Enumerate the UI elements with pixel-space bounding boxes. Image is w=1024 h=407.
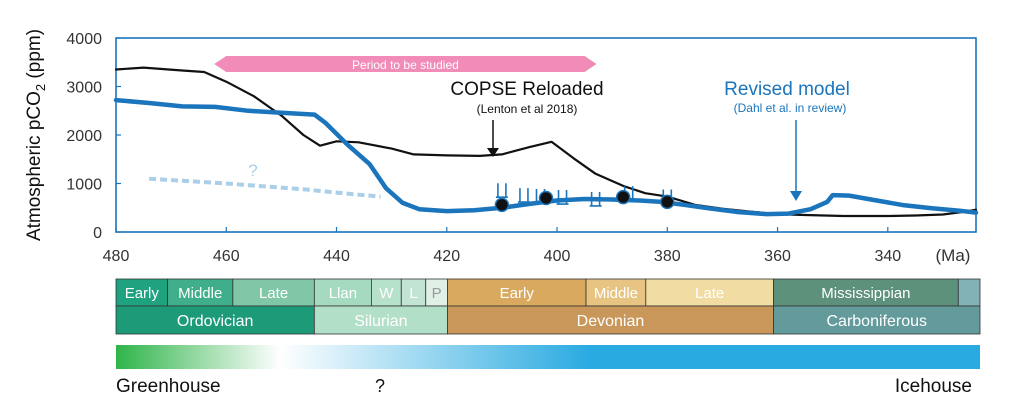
copse-reloaded-line — [114, 66, 978, 218]
period-label: Carboniferous — [827, 313, 928, 330]
epoch-cell — [313, 278, 372, 307]
period-cell — [313, 305, 448, 335]
x-tick-label: 340 — [874, 248, 901, 265]
epoch-label: L — [409, 285, 417, 302]
data-point — [660, 194, 675, 210]
period-label: Ordovician — [177, 313, 253, 330]
epoch-label: P — [432, 285, 442, 302]
y-tick-label: 0 — [93, 225, 102, 242]
epoch-cell — [585, 278, 647, 307]
period-cell — [115, 305, 315, 335]
plot-question-mark: ? — [248, 161, 257, 180]
icehouse-label: Icehouse — [895, 376, 972, 397]
epoch-cell — [957, 278, 981, 307]
data-markers-layer — [494, 183, 675, 213]
x-axis-unit-label: (Ma) — [936, 246, 971, 265]
greenhouse-label: Greenhouse — [116, 376, 221, 397]
y-tick-label: 4000 — [66, 31, 102, 48]
y-tick-label: 3000 — [66, 80, 102, 97]
y-axis-label: Atmospheric pCO2 (ppm) — [24, 29, 48, 241]
data-point — [615, 189, 631, 205]
error-marker — [495, 183, 508, 199]
epoch-cell — [167, 278, 234, 307]
series-layer — [113, 66, 979, 218]
epoch-label: Early — [125, 285, 160, 302]
y-axis-ticks: 0 1000 2000 3000 4000 — [66, 31, 121, 242]
period-to-be-studied-arrow — [214, 56, 597, 72]
climate-gradient-bar — [116, 345, 980, 369]
error-marker — [556, 190, 569, 205]
revised-model-title-label: Revised model — [724, 79, 850, 100]
period-label: Devonian — [577, 313, 645, 330]
epoch-label: Llan — [329, 285, 357, 302]
copse-title-label: COPSE Reloaded — [450, 79, 603, 100]
revised-model-line — [113, 97, 979, 217]
x-axis-ticks: 480 460 440 420 400 380 360 340 — [103, 227, 901, 265]
epoch-cell — [645, 278, 774, 307]
copse-pointer-arrowhead — [487, 148, 499, 157]
epoch-cell — [232, 278, 315, 307]
x-tick-label: 460 — [213, 248, 240, 265]
x-tick-label: 440 — [323, 248, 350, 265]
y-tick-label: 2000 — [66, 128, 102, 145]
epoch-label: Late — [259, 285, 288, 302]
data-point — [538, 190, 554, 206]
period-cell — [773, 305, 981, 335]
x-tick-label: 400 — [544, 248, 571, 265]
epoch-cell — [115, 278, 169, 307]
data-point — [494, 197, 510, 213]
period-label: Silurian — [354, 313, 407, 330]
copse-reference-label: (Lenton et al 2018) — [477, 102, 578, 116]
period-cell — [447, 305, 774, 335]
epoch-label: Early — [500, 285, 535, 302]
revised-pointer-arrowhead — [790, 191, 802, 201]
x-tick-label: 480 — [103, 248, 130, 265]
error-marker — [589, 191, 602, 207]
x-tick-label: 360 — [764, 248, 791, 265]
revised-model-reference-label: (Dahl et al. in review) — [734, 101, 847, 115]
x-tick-label: 420 — [433, 248, 460, 265]
epoch-label: Late — [695, 285, 724, 302]
epoch-cell — [400, 278, 427, 307]
epoch-label: Middle — [594, 285, 638, 302]
y-tick-label: 1000 — [66, 177, 102, 194]
epoch-label: W — [379, 285, 394, 302]
epoch-label: Mississippian — [821, 285, 910, 302]
geologic-timescale: Early Middle Late Llan W L P Early Middle Late Mis… — [115, 278, 981, 335]
x-tick-label: 380 — [654, 248, 681, 265]
climate-question-label: ? — [375, 376, 385, 396]
dashed-trend-line — [148, 176, 381, 199]
epoch-label: Middle — [178, 285, 222, 302]
period-to-be-studied-label: Period to be studied — [352, 58, 459, 72]
error-marker — [517, 188, 530, 203]
